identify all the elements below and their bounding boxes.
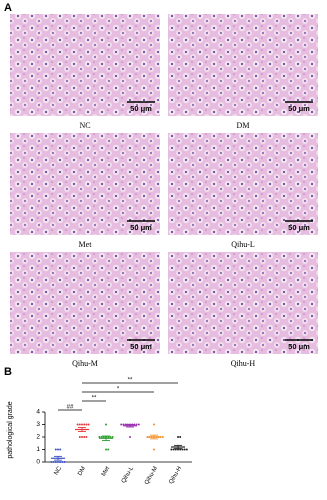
data-point — [57, 448, 59, 451]
x-tick-label: Met — [101, 466, 111, 478]
data-point — [52, 461, 55, 463]
x-tick-label: Qihu-M — [144, 466, 159, 486]
data-point — [111, 436, 114, 438]
histology-image — [10, 252, 160, 354]
data-point — [170, 448, 173, 451]
significance-label: * — [117, 387, 120, 393]
data-point — [83, 423, 86, 426]
data-point — [161, 436, 164, 438]
y-tick-label: 1 — [36, 446, 40, 453]
data-point — [83, 436, 86, 438]
data-point — [102, 436, 105, 438]
data-point — [78, 436, 81, 438]
data-point — [107, 436, 110, 438]
data-point — [78, 423, 81, 426]
data-point — [135, 423, 138, 426]
significance-label: ** — [128, 378, 133, 384]
significance-label: ## — [67, 405, 74, 411]
data-point — [105, 448, 107, 451]
scale-label: 50 μm — [288, 223, 310, 232]
scale-label: 50 μm — [130, 104, 152, 113]
data-point — [185, 448, 188, 451]
x-tick-label: DM — [77, 466, 87, 477]
data-point — [120, 423, 123, 426]
y-axis-label: pathological grade — [7, 401, 14, 458]
data-point — [57, 461, 59, 463]
data-point — [124, 423, 127, 426]
image-label: Qihu-M — [72, 359, 98, 368]
data-point — [100, 436, 103, 438]
histology-image — [168, 252, 318, 354]
x-tick-label: NC — [54, 465, 64, 476]
histology-image — [10, 133, 160, 235]
data-point — [87, 423, 90, 426]
y-tick-label: 3 — [36, 421, 40, 428]
image-label: Qihu-L — [231, 240, 255, 249]
data-point — [76, 423, 79, 426]
scale-label: 50 μm — [288, 342, 310, 351]
data-point — [133, 423, 136, 426]
data-point — [63, 461, 66, 463]
y-tick-label: 0 — [36, 459, 40, 466]
histology-image — [10, 14, 160, 116]
panel-label: A — [4, 2, 12, 14]
data-point — [59, 461, 62, 463]
data-point — [59, 448, 62, 451]
image-label: Met — [79, 240, 93, 249]
data-point — [50, 461, 53, 463]
data-point — [107, 448, 110, 451]
scale-label: 50 μm — [130, 223, 152, 232]
data-point — [105, 423, 107, 426]
image-label: NC — [79, 121, 90, 130]
image-label: Qihu-H — [231, 359, 256, 368]
data-point — [81, 423, 83, 426]
histology-image — [168, 14, 318, 116]
data-point — [98, 436, 101, 438]
data-point — [54, 461, 57, 463]
data-point — [153, 448, 155, 451]
data-point — [61, 461, 64, 463]
data-point — [179, 436, 182, 438]
data-point — [54, 448, 57, 451]
y-tick-label: 2 — [36, 434, 40, 441]
data-point — [122, 423, 125, 426]
data-point — [153, 423, 155, 426]
data-point — [109, 436, 112, 438]
data-point — [85, 436, 88, 438]
y-tick-label: 4 — [36, 409, 40, 416]
data-point — [183, 448, 186, 451]
data-point — [81, 436, 83, 438]
data-point — [85, 423, 88, 426]
significance-label: ** — [92, 396, 97, 402]
scale-label: 50 μm — [288, 104, 310, 113]
histology-image — [168, 133, 318, 235]
panel-label: B — [4, 366, 12, 378]
x-tick-label: Qihu-L — [121, 465, 136, 484]
image-label: DM — [237, 121, 250, 130]
scale-label: 50 μm — [130, 342, 152, 351]
data-point — [177, 436, 179, 438]
data-point — [137, 423, 140, 426]
data-point — [129, 436, 131, 438]
x-tick-label: Qihu-H — [168, 466, 183, 485]
